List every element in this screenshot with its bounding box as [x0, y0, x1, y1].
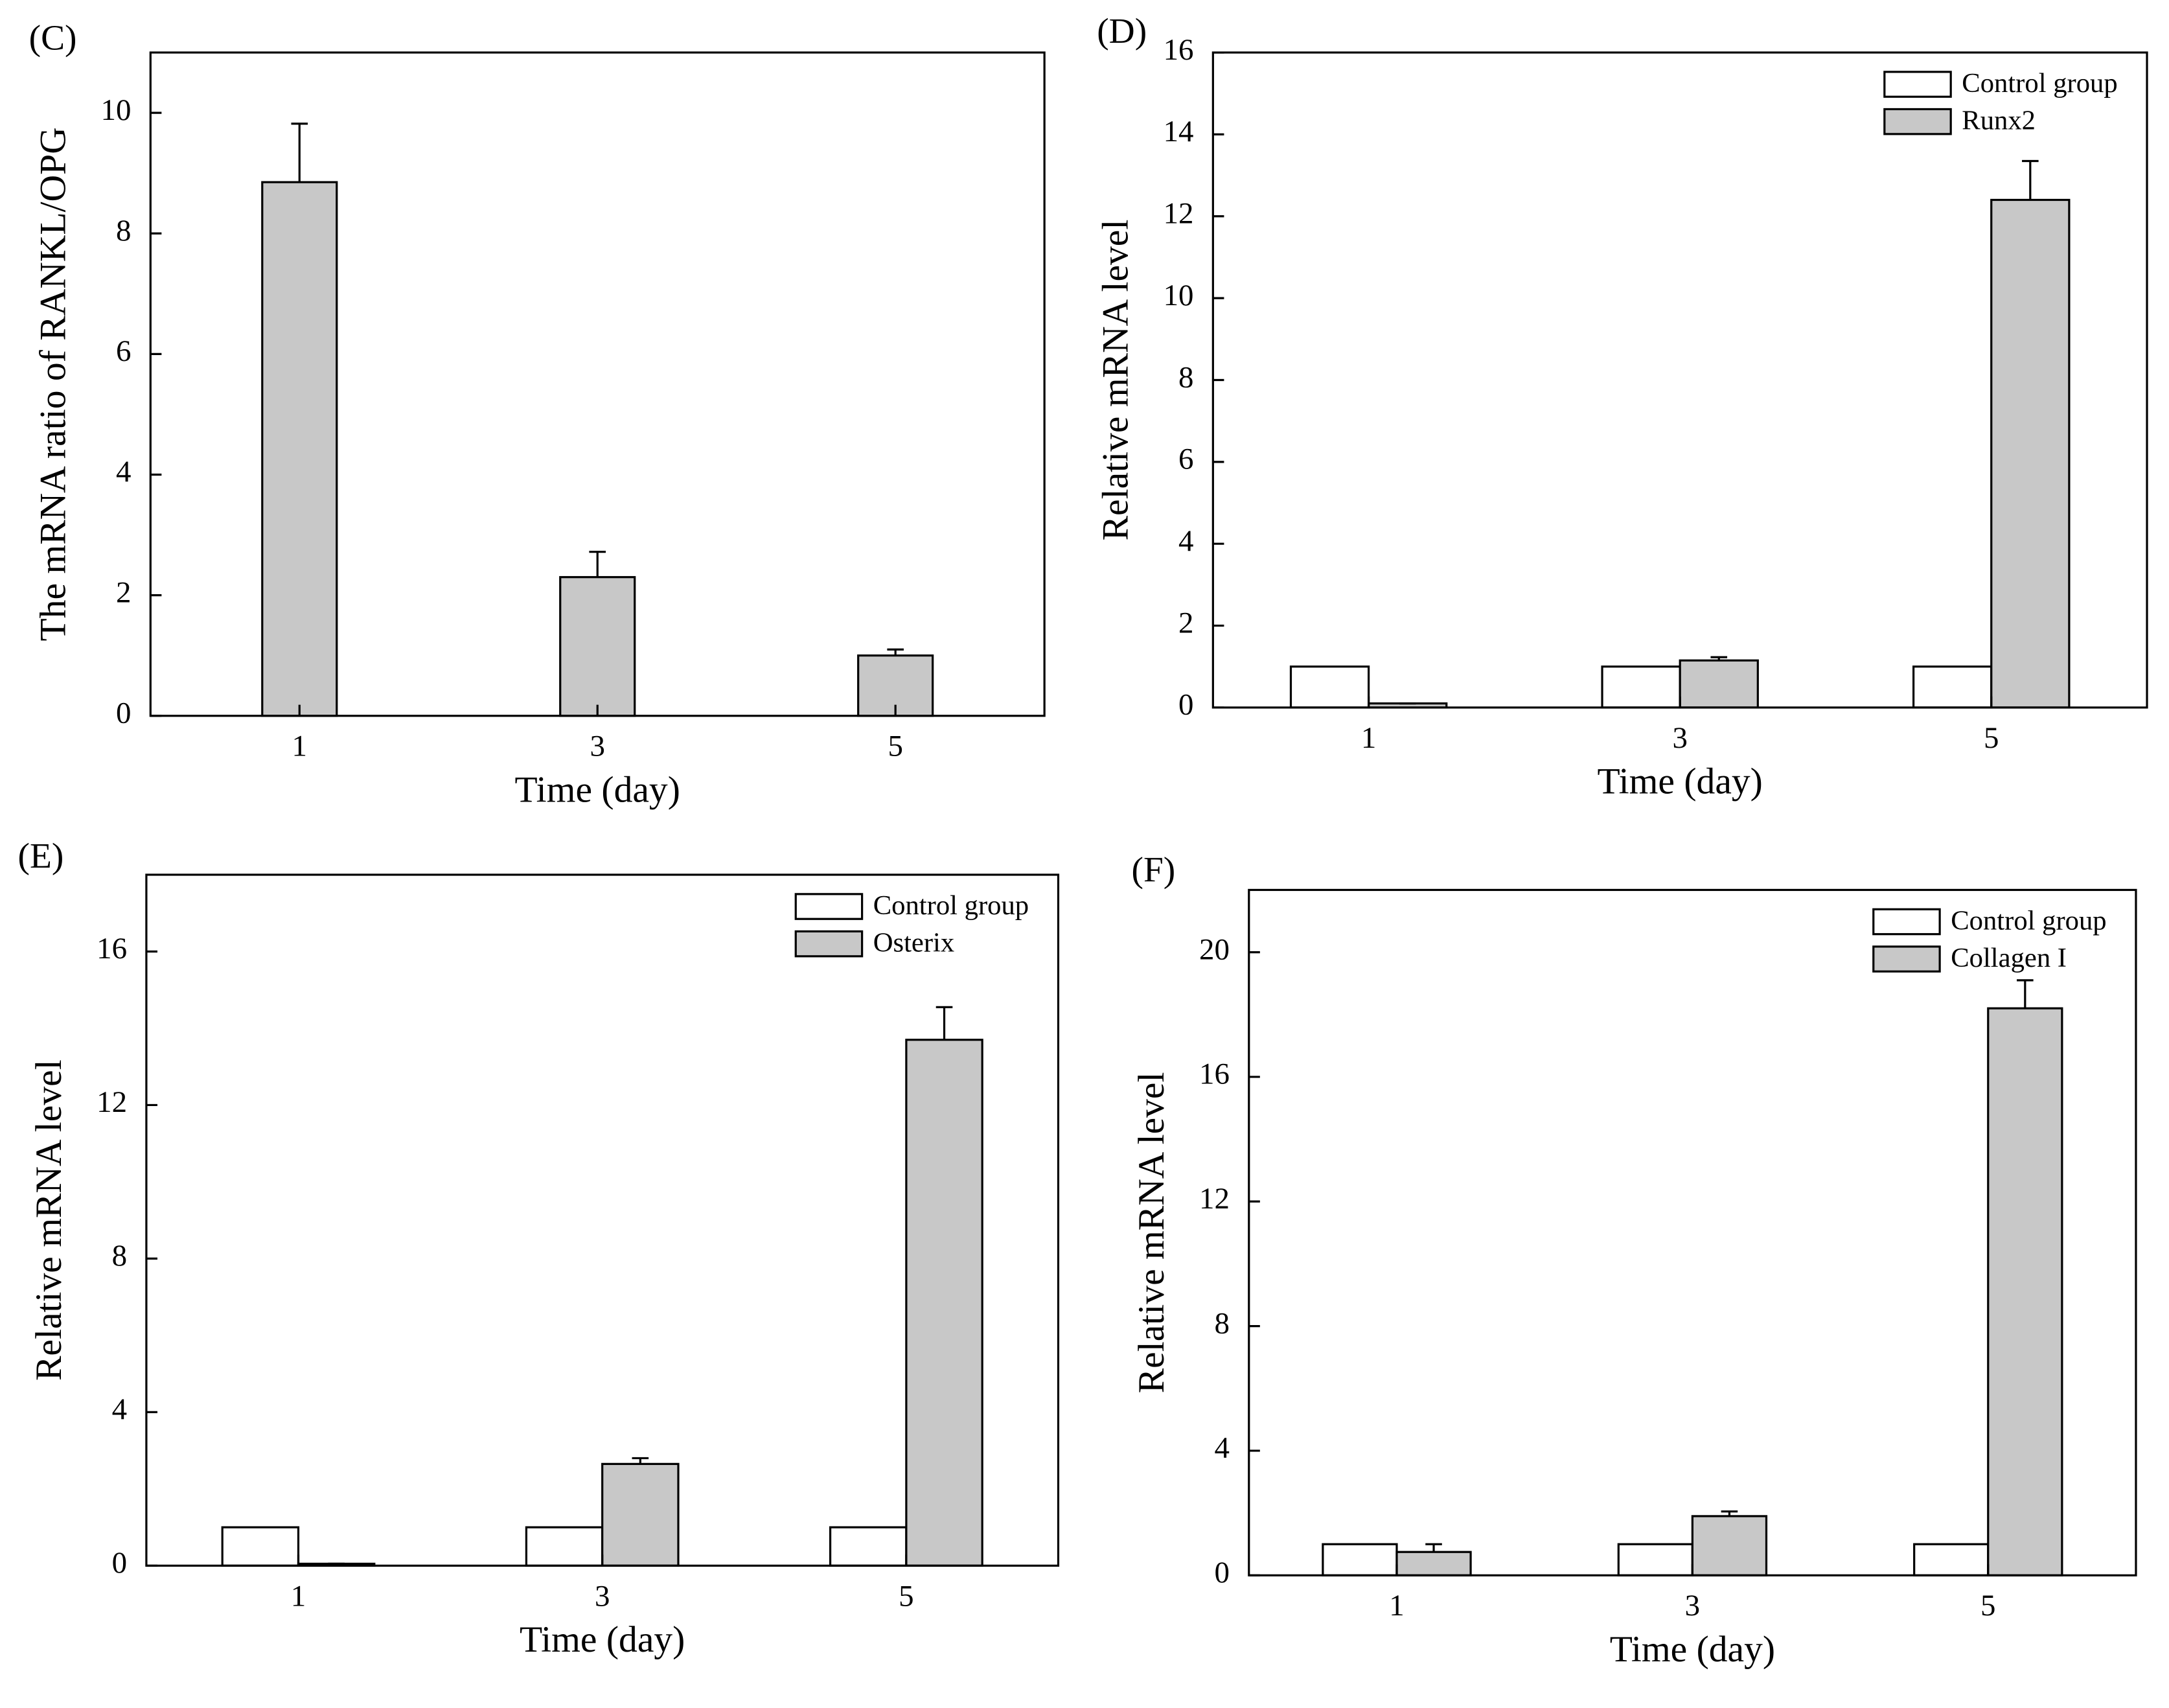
bar — [1289, 665, 1370, 709]
legend-label: Osterix — [873, 928, 955, 958]
y-tick-label: 2 — [116, 575, 131, 609]
legend-swatch — [794, 930, 864, 958]
legend-label: Control group — [1951, 905, 2106, 936]
bar — [601, 1462, 680, 1567]
y-axis-title: The mRNA ratio of RANKL/OPG — [33, 127, 74, 641]
panel-label: (F) — [1132, 850, 1176, 890]
chart-panel: (E) 0 4 8 12 16 1 3 5 Time (day) Relative mRNA lev… — [18, 836, 1060, 1660]
y-axis-title: Relative mRNA level — [1096, 220, 1136, 541]
error-bar — [291, 122, 308, 183]
legend-label: Collagen I — [1951, 943, 2067, 973]
panel-label: (E) — [18, 836, 64, 875]
error-bar — [589, 551, 606, 577]
x-tick-label: 3 — [1672, 721, 1687, 755]
x-tick-label: 1 — [291, 1579, 306, 1613]
x-tick-label: 1 — [1389, 1589, 1404, 1622]
bar — [1990, 198, 2071, 709]
x-tick-label: 5 — [1980, 1589, 1995, 1622]
legend: Control group Collagen I — [1872, 905, 2107, 973]
y-tick-label: 4 — [1178, 524, 1193, 558]
x-tick-label: 1 — [292, 730, 307, 763]
panel-label: (D) — [1097, 11, 1147, 51]
x-tick-label: 5 — [1984, 721, 1999, 755]
legend-swatch — [1872, 945, 1941, 973]
legend-swatch — [1872, 908, 1941, 936]
chart-panel: (C) 0 2 4 6 8 10 1 3 5 Time (day) The mRNA ratio of… — [29, 18, 1046, 810]
y-tick-label: 6 — [116, 334, 131, 368]
x-axis-title: Time (day) — [1598, 761, 1763, 802]
y-tick-label: 4 — [116, 455, 131, 489]
x-axis-title: Time (day) — [520, 1619, 685, 1660]
bar — [1987, 1007, 2063, 1576]
bar — [525, 1526, 604, 1567]
x-tick-label: 1 — [1361, 721, 1376, 755]
bar — [1912, 665, 1993, 709]
legend-swatch — [794, 893, 864, 920]
y-tick-label: 14 — [1164, 115, 1194, 148]
y-tick-label: 4 — [1214, 1431, 1229, 1465]
bar — [1691, 1515, 1768, 1576]
y-axis-title: Relative mRNA level — [1131, 1072, 1172, 1393]
y-tick-label: 16 — [97, 932, 127, 965]
y-tick-label: 10 — [101, 93, 132, 127]
y-tick-label: 2 — [1178, 606, 1193, 640]
bar — [829, 1526, 908, 1567]
bar — [905, 1039, 983, 1567]
error-bar — [2017, 979, 2034, 1009]
x-tick-label: 3 — [590, 730, 605, 763]
bar — [1617, 1543, 1693, 1576]
error-bar — [1425, 1543, 1442, 1552]
bar — [559, 576, 636, 717]
legend: Control group Runx2 — [1883, 68, 2118, 136]
y-tick-label: 12 — [1199, 1182, 1230, 1216]
x-tick-label: 3 — [595, 1579, 610, 1613]
y-tick-label: 8 — [1214, 1306, 1229, 1340]
legend-label: Control group — [1962, 68, 2117, 98]
x-tick-label: 5 — [899, 1579, 913, 1613]
legend-label: Runx2 — [1962, 106, 2036, 136]
bar — [1601, 665, 1681, 709]
bar — [1913, 1543, 1990, 1576]
error-bar — [935, 1006, 953, 1040]
legend-swatch — [1883, 71, 1952, 98]
legend-label: Control group — [873, 890, 1029, 921]
chart-panel: (D) 0 2 4 6 8 10 12 14 16 1 3 5 Time (day) Relative mR… — [1096, 11, 2148, 802]
y-tick-label: 20 — [1199, 932, 1230, 966]
y-tick-label: 12 — [97, 1085, 127, 1119]
bar — [1395, 1551, 1472, 1576]
error-bar — [2022, 159, 2039, 200]
y-tick-label: 16 — [1199, 1057, 1230, 1091]
x-tick-label: 3 — [1685, 1589, 1700, 1622]
x-axis-title: Time (day) — [515, 769, 680, 810]
y-tick-label: 8 — [1178, 360, 1193, 394]
y-tick-label: 8 — [112, 1239, 127, 1273]
x-axis-title: Time (day) — [1610, 1629, 1775, 1670]
x-tick-label: 5 — [888, 730, 902, 763]
y-tick-label: 10 — [1164, 279, 1194, 312]
bar — [1322, 1543, 1398, 1576]
chart-panel: (F) 0 4 8 12 16 20 1 3 5 Time (day) Relative mRNA l… — [1131, 850, 2137, 1670]
y-tick-label: 0 — [1178, 688, 1193, 722]
legend-swatch — [1883, 108, 1952, 135]
y-axis-title: Relative mRNA level — [29, 1059, 69, 1381]
error-bar — [887, 648, 904, 656]
y-tick-label: 6 — [1178, 443, 1193, 476]
y-tick-label: 0 — [1214, 1556, 1229, 1589]
legend: Control group Osterix — [794, 890, 1029, 958]
panel-label: (C) — [29, 18, 77, 58]
y-tick-label: 16 — [1164, 33, 1194, 67]
bar — [1679, 659, 1759, 709]
bar — [261, 181, 338, 717]
error-bar — [1721, 1510, 1738, 1516]
error-bar — [1710, 656, 1728, 661]
error-bar — [632, 1457, 649, 1464]
bar — [221, 1526, 300, 1567]
y-tick-label: 12 — [1164, 197, 1194, 231]
y-tick-label: 0 — [116, 696, 131, 730]
y-tick-label: 8 — [116, 214, 131, 248]
y-tick-label: 0 — [112, 1546, 127, 1580]
y-tick-label: 4 — [112, 1392, 127, 1426]
